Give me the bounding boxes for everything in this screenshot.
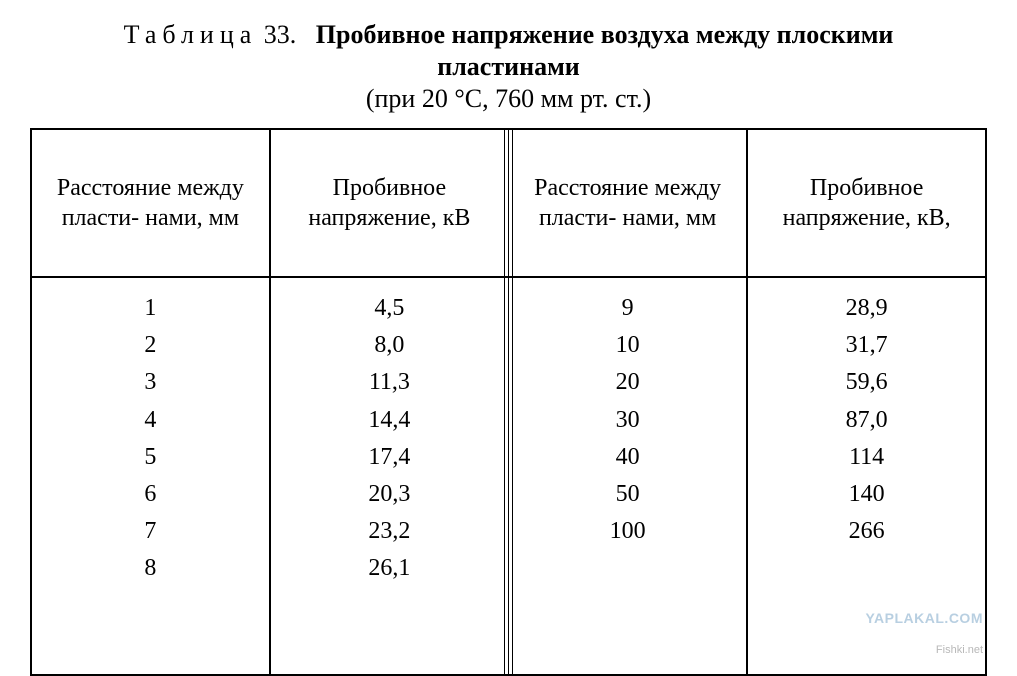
- col-header-distance-1: Расстояние между пласти- нами, мм: [31, 129, 270, 277]
- table-caption: Таблица 33. Пробивное напряжение воздуха…: [30, 20, 987, 82]
- watermark-fishki: Fishki.net: [936, 644, 983, 656]
- cell-distance-1: 12345678: [31, 277, 270, 675]
- data-value: 20,3: [279, 476, 500, 513]
- data-value: 23,2: [279, 513, 500, 550]
- data-value: 1: [40, 290, 261, 327]
- table-row: 12345678 4,58,011,314,417,420,323,226,1 …: [31, 277, 986, 675]
- data-value: 4: [40, 402, 261, 439]
- data-value: 3: [40, 364, 261, 401]
- data-value: 266: [756, 513, 977, 550]
- data-value: 9: [517, 290, 738, 327]
- data-value: 17,4: [279, 439, 500, 476]
- data-value: 28,9: [756, 290, 977, 327]
- col-header-voltage-1: Пробивное напряжение, кВ: [270, 129, 509, 277]
- table-title-line2: пластинами: [437, 52, 580, 81]
- data-value: 100: [517, 513, 738, 550]
- data-value: 14,4: [279, 402, 500, 439]
- data-value: 30: [517, 402, 738, 439]
- data-value: 114: [756, 439, 977, 476]
- cell-distance-2: 91020304050100: [509, 277, 748, 675]
- data-value: 10: [517, 327, 738, 364]
- data-value: 5: [40, 439, 261, 476]
- col-header-distance-2: Расстояние между пласти- нами, мм: [509, 129, 748, 277]
- data-table: Расстояние между пласти- нами, мм Пробив…: [30, 128, 987, 676]
- table-subtitle: (при 20 °C, 760 мм рт. ст.): [30, 84, 987, 114]
- table-number: 33.: [264, 20, 297, 49]
- data-value: 7: [40, 513, 261, 550]
- table-title-line1: Пробивное напряжение воздуха между плоск…: [316, 20, 894, 49]
- data-value: 2: [40, 327, 261, 364]
- data-value: 140: [756, 476, 977, 513]
- data-value: 31,7: [756, 327, 977, 364]
- data-value: 20: [517, 364, 738, 401]
- data-value: 26,1: [279, 550, 500, 587]
- data-value: 87,0: [756, 402, 977, 439]
- table-prefix: Таблица: [124, 20, 258, 49]
- cell-voltage-1: 4,58,011,314,417,420,323,226,1: [270, 277, 509, 675]
- data-value: 50: [517, 476, 738, 513]
- table-header-row: Расстояние между пласти- нами, мм Пробив…: [31, 129, 986, 277]
- data-value: 8,0: [279, 327, 500, 364]
- data-value: 8: [40, 550, 261, 587]
- col-header-voltage-2: Пробивное напряжение, кВ,: [747, 129, 986, 277]
- data-value: 11,3: [279, 364, 500, 401]
- data-value: 4,5: [279, 290, 500, 327]
- data-value: 59,6: [756, 364, 977, 401]
- data-value: 40: [517, 439, 738, 476]
- watermark-yaplakal: YAPLAKAL.COM: [866, 610, 984, 626]
- data-value: 6: [40, 476, 261, 513]
